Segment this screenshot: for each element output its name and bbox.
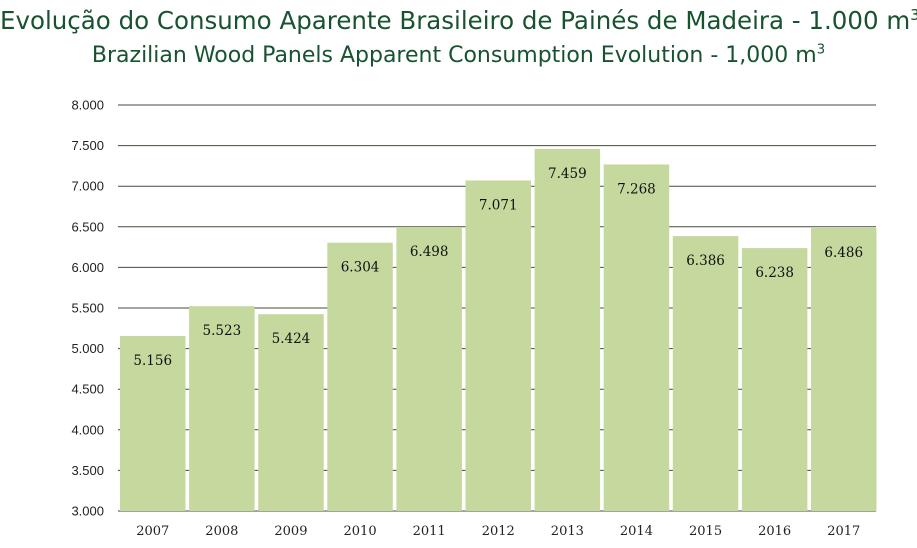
y-tick-label: 3.000 xyxy=(71,504,104,519)
y-tick-label: 5.500 xyxy=(71,301,104,316)
bar xyxy=(672,236,739,511)
title-superscript: 3 xyxy=(910,6,917,24)
y-tick-label: 4.000 xyxy=(71,422,104,437)
bar xyxy=(189,306,255,511)
data-label: 6.304 xyxy=(341,260,380,276)
data-labels: 5.156 5.523 5.424 6.304 6.498 7.071 7.459 7.268… xyxy=(133,166,863,369)
y-tick-label: 3.500 xyxy=(71,463,104,478)
y-tick-label: 5.000 xyxy=(71,341,104,356)
y-tick-label: 7.500 xyxy=(71,138,104,153)
data-label: 6.498 xyxy=(410,244,449,260)
subtitle-superscript: 3 xyxy=(816,42,826,58)
x-tick-label: 2016 xyxy=(758,524,791,539)
bar xyxy=(465,180,531,511)
data-label: 7.268 xyxy=(617,181,656,197)
bar xyxy=(741,248,808,511)
bar xyxy=(120,335,186,511)
data-label: 7.071 xyxy=(479,197,518,213)
data-label: 5.523 xyxy=(203,323,242,339)
data-label: 5.156 xyxy=(133,353,172,369)
chart-subtitle: Brazilian Wood Panels Apparent Consumpti… xyxy=(91,42,826,68)
bar xyxy=(258,314,324,511)
x-tick-label: 2013 xyxy=(551,524,584,539)
x-tick-label: 2009 xyxy=(274,524,307,539)
x-tick-label: 2012 xyxy=(482,524,515,539)
y-tick-label: 8.000 xyxy=(71,98,104,113)
y-tick-label: 6.000 xyxy=(71,260,104,275)
y-tick-label: 7.000 xyxy=(71,179,104,194)
data-label: 7.459 xyxy=(548,166,587,182)
data-label: 6.238 xyxy=(755,265,794,281)
bar xyxy=(534,148,601,511)
x-axis: 2007 2008 2009 2010 2011 2012 2013 2014 2015 2016… xyxy=(136,524,860,539)
data-label: 5.424 xyxy=(272,331,311,347)
bar xyxy=(396,226,462,511)
y-tick-label: 6.500 xyxy=(71,219,104,234)
data-label: 6.386 xyxy=(686,253,725,269)
x-tick-label: 2014 xyxy=(620,524,653,539)
x-tick-label: 2017 xyxy=(827,524,860,539)
x-tick-label: 2008 xyxy=(205,524,238,539)
bar xyxy=(811,227,877,511)
data-label: 6.486 xyxy=(824,245,863,261)
bar xyxy=(603,164,670,511)
chart-title: Evolução do Consumo Aparente Brasileiro … xyxy=(0,6,917,35)
x-tick-label: 2007 xyxy=(136,524,169,539)
x-tick-label: 2010 xyxy=(344,524,377,539)
x-tick-label: 2011 xyxy=(413,524,446,539)
y-axis: 3.000 3.500 4.000 4.500 5.000 5.500 6.000 6.500… xyxy=(71,98,104,519)
bars xyxy=(120,148,877,511)
bar xyxy=(327,242,393,511)
x-tick-label: 2015 xyxy=(689,524,722,539)
y-tick-label: 4.500 xyxy=(71,382,104,397)
